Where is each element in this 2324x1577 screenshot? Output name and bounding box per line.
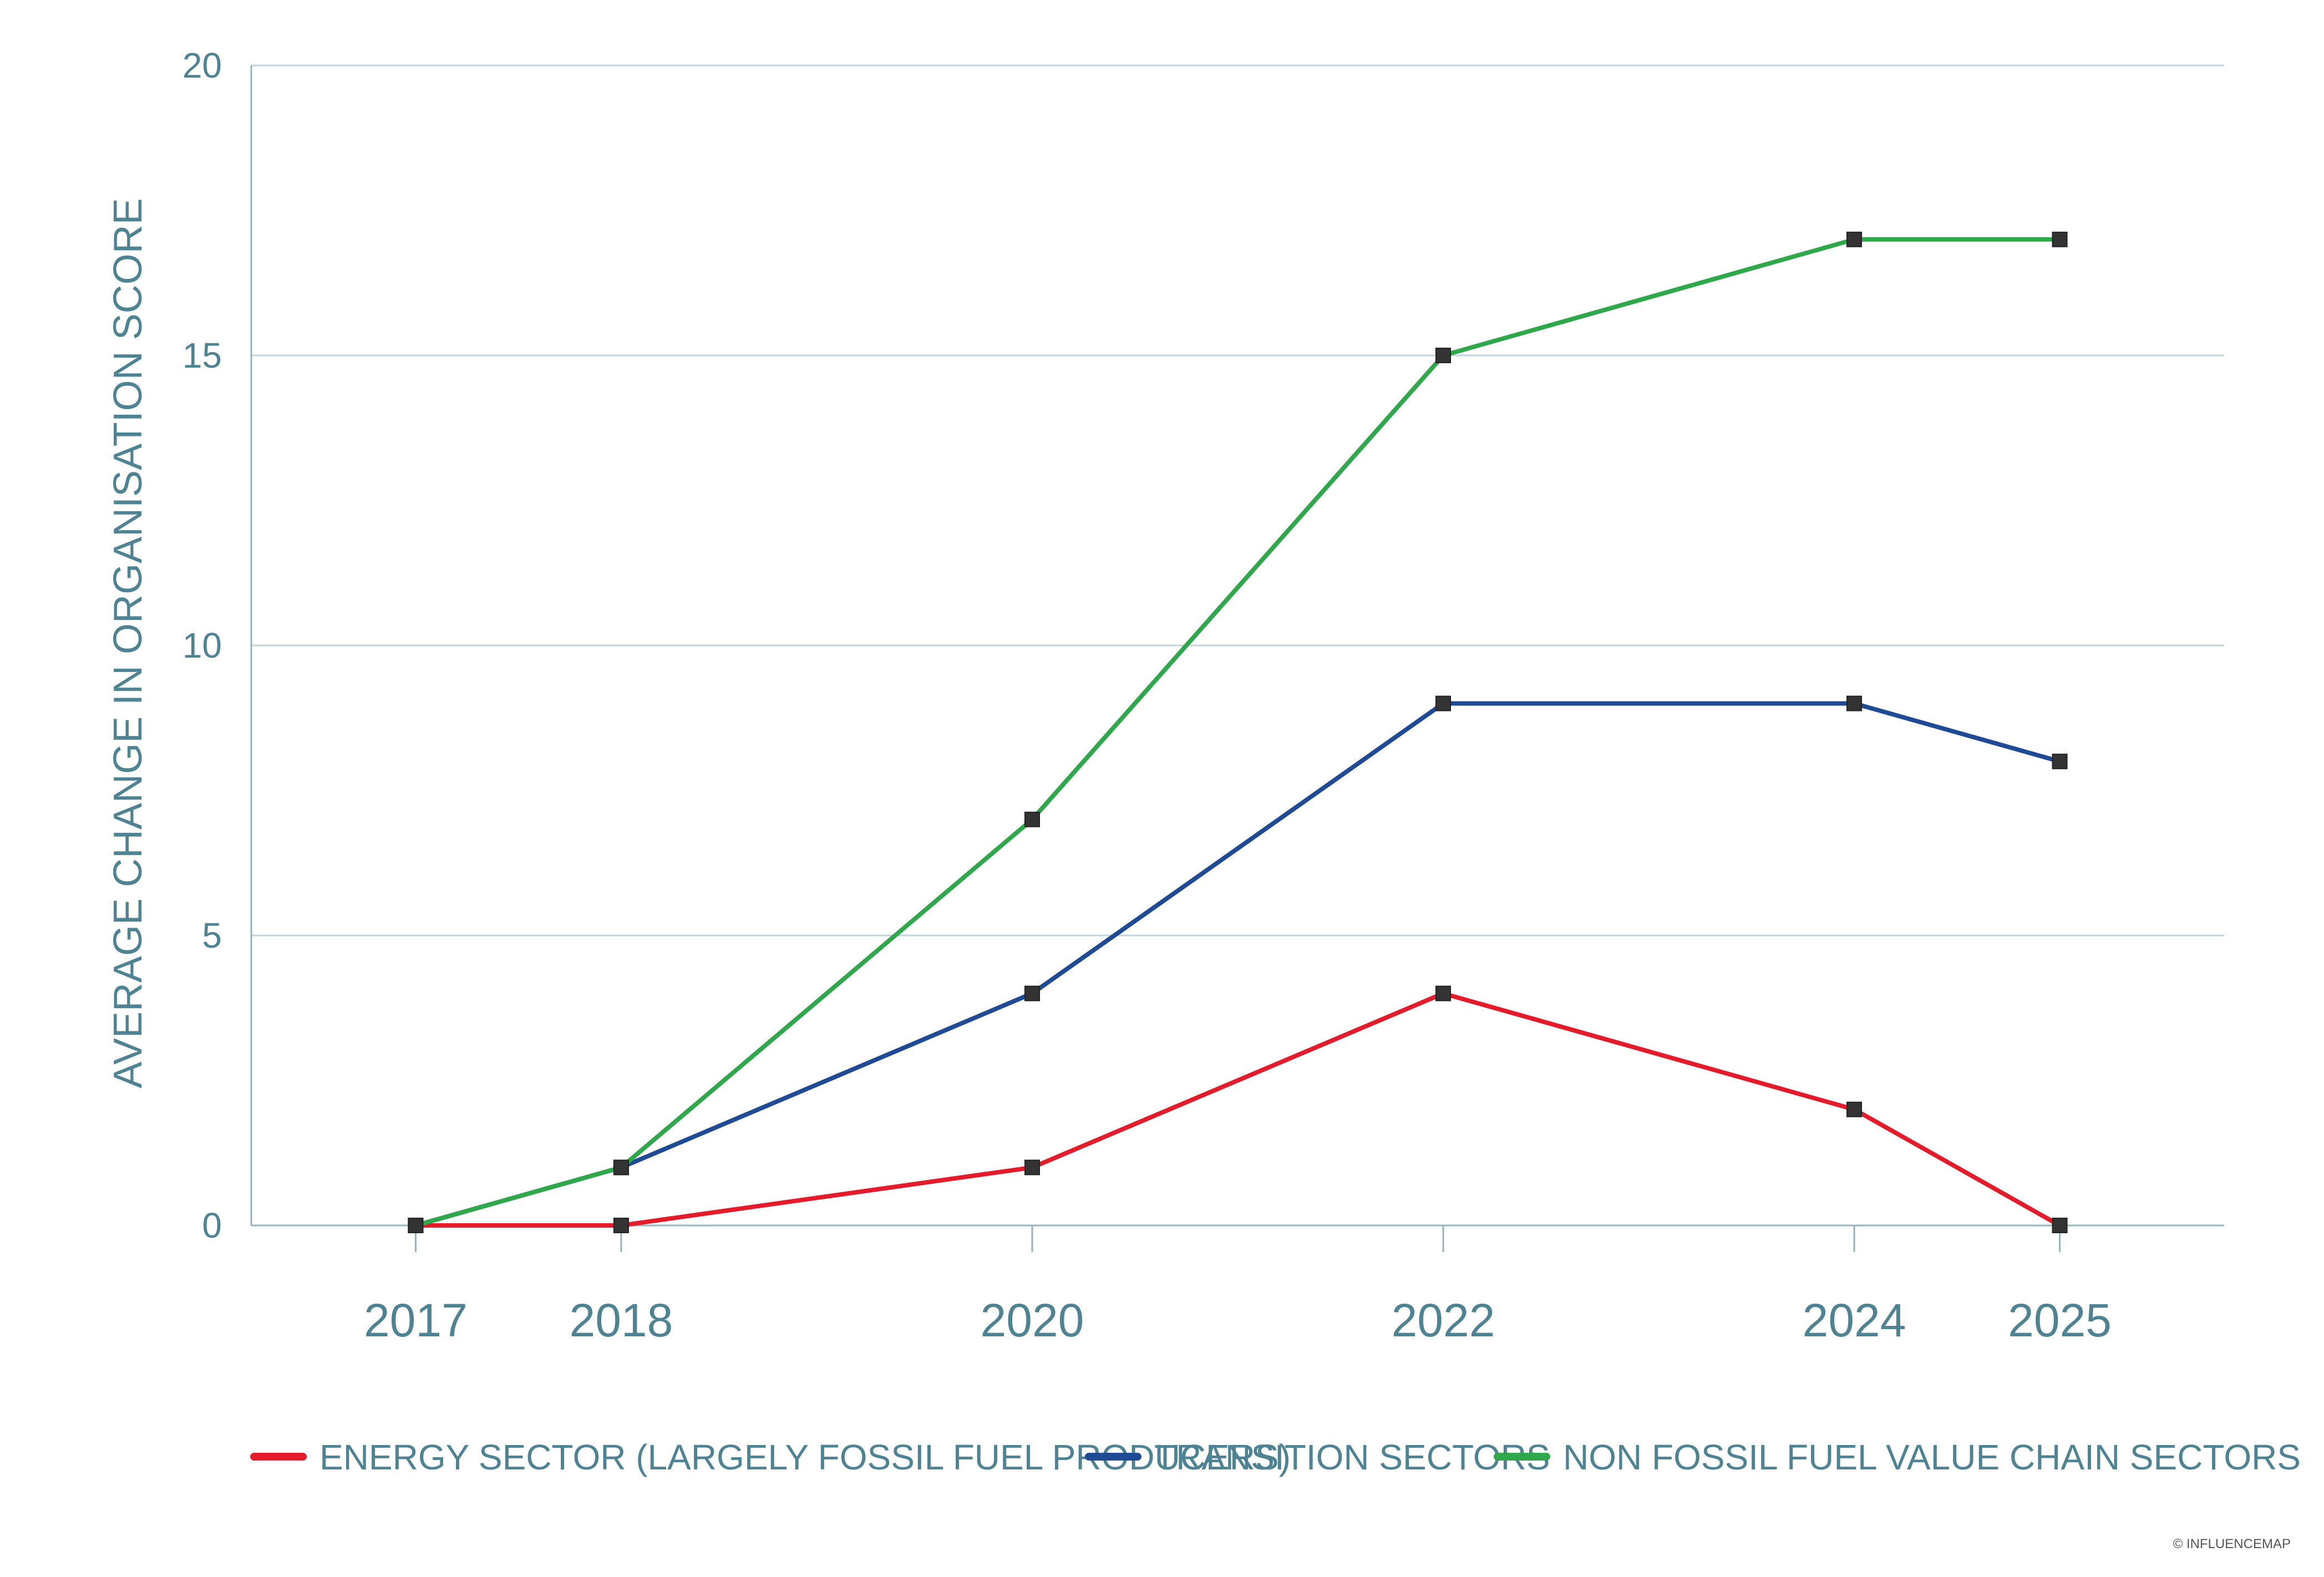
data-markers xyxy=(408,231,2068,1233)
y-tick-label-5: 5 xyxy=(202,915,222,955)
data-point-s1-2025 xyxy=(2052,1218,2068,1233)
x-tick-label-2022: 2022 xyxy=(1392,1294,1495,1346)
y-tick-label-0: 0 xyxy=(202,1205,222,1245)
data-point-s3-2024 xyxy=(1846,231,1863,247)
x-tick-label-2024: 2024 xyxy=(1803,1294,1906,1346)
data-point-s1-2024 xyxy=(1846,1101,1863,1117)
legend-label-2: TRANSITION SECTORS xyxy=(1154,1437,1550,1477)
data-point-s1-2020 xyxy=(1024,1159,1040,1176)
series-line-1 xyxy=(413,991,2062,1228)
data-point-s1-2022 xyxy=(1435,985,1452,1001)
data-point-s2-2020 xyxy=(1024,985,1040,1001)
data-point-s3-2025 xyxy=(2052,231,2068,247)
copyright-text: © INFLUENCEMAP xyxy=(2173,1537,2291,1551)
legend-label-3: NON FOSSIL FUEL VALUE CHAIN SECTORS xyxy=(1563,1437,2301,1477)
data-point-s3-2020 xyxy=(1024,811,1040,827)
data-point-s3-2022 xyxy=(1435,348,1452,363)
data-point-s2-2025 xyxy=(2052,754,2068,770)
data-point-s2-2024 xyxy=(1846,695,1863,711)
y-tick-label-10: 10 xyxy=(182,625,222,665)
y-tick-label-15: 15 xyxy=(182,335,222,375)
series-line-3 xyxy=(413,237,2062,1228)
axes xyxy=(250,65,2224,1252)
y-tick-label-20: 20 xyxy=(182,45,222,85)
data-point-s1-2018 xyxy=(613,1218,629,1233)
data-point-s2-2022 xyxy=(1435,695,1452,711)
x-tick-label-2020: 2020 xyxy=(981,1294,1084,1346)
x-axis-ticks: 2017 2018 2020 2022 2024 2025 xyxy=(364,1294,2112,1346)
y-axis-ticks: 0 5 10 15 20 xyxy=(182,45,222,1245)
legend-label-1: ENERGY SECTOR (LARGELY FOSSIL FUEL PRODU… xyxy=(319,1437,1291,1477)
x-tick-label-2025: 2025 xyxy=(2008,1294,2112,1346)
data-point-s3-2018 xyxy=(613,1159,629,1176)
series-lines xyxy=(413,237,2062,1228)
legend: ENERGY SECTOR (LARGELY FOSSIL FUEL PRODU… xyxy=(250,1437,2301,1477)
x-tick-label-2018: 2018 xyxy=(570,1294,673,1346)
x-tick-label-2017: 2017 xyxy=(364,1294,468,1346)
data-point-s3-2017 xyxy=(408,1218,424,1233)
series-line-2 xyxy=(413,701,2062,1228)
y-axis-label: AVERAGE CHANGE IN ORGANISATION SCORE xyxy=(106,198,150,1088)
gridlines xyxy=(251,64,2224,937)
